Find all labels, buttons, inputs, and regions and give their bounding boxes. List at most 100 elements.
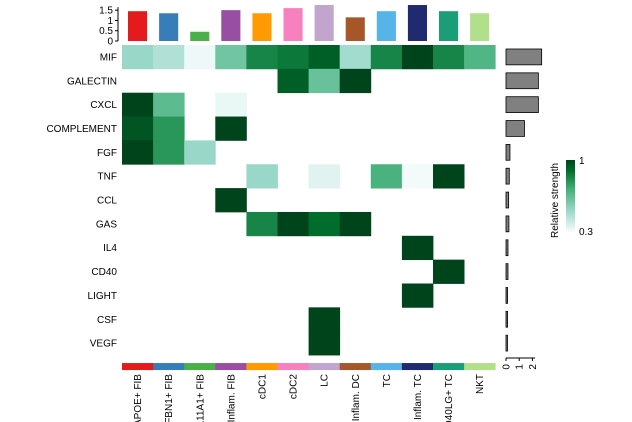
row-label: TNF: [98, 172, 117, 183]
heatmap-cell: [277, 211, 309, 237]
column-label: TC: [382, 374, 393, 387]
legend-min-label: 0.3: [579, 227, 593, 238]
heatmap-cell: [215, 188, 247, 213]
row-label: CD40: [91, 267, 117, 278]
row-label: VEGF: [90, 339, 117, 350]
right-bar: [505, 191, 510, 209]
row-label: MIF: [100, 52, 117, 63]
row-label: CXCL: [90, 100, 117, 111]
heatmap-cell: [401, 283, 434, 308]
heatmap-cell: [184, 140, 216, 165]
right-bar: [505, 287, 508, 304]
right-bar: [505, 239, 509, 257]
heatmap-cell: [246, 45, 278, 70]
heatmap-cell: [308, 68, 341, 94]
heatmap-cells: [122, 45, 496, 356]
top-bar: [128, 11, 148, 42]
right-bar: [505, 72, 539, 90]
column-annotation-cell: [153, 363, 185, 371]
heatmap-cell: [153, 45, 185, 70]
color-legend: 1 0.3 Relative strength: [550, 156, 593, 238]
column-annotation-cell: [339, 363, 372, 371]
top-bar: [159, 13, 179, 41]
right-bar: [505, 120, 525, 137]
column-label: cDC2: [289, 374, 300, 399]
heatmap-cell: [401, 164, 434, 189]
column-annotation-cell: [246, 363, 278, 371]
column-annotation-cell: [464, 363, 496, 371]
top-bar: [345, 17, 365, 41]
heatmap-cell: [370, 45, 403, 70]
column-label: CD40LG+ TC: [444, 374, 455, 422]
column-annotation-cell: [433, 363, 465, 371]
heatmap-cell: [122, 140, 154, 165]
top-bar: [314, 5, 334, 42]
heatmap-cell: [339, 45, 372, 70]
heatmap-cell: [464, 45, 496, 70]
legend-title: Relative strength: [550, 163, 561, 238]
top-bar: [439, 11, 459, 42]
heatmap-cell: [401, 45, 434, 70]
heatmap-cell: [308, 307, 341, 332]
column-annotation-cell: [401, 363, 434, 371]
column-annotation-bar: [122, 363, 496, 371]
heatmap-cell: [339, 68, 372, 94]
heatmap-cell: [122, 92, 154, 117]
right-bar: [505, 310, 508, 328]
right-bar-tick-label: 1: [515, 364, 526, 370]
column-label: Inflam. FIB: [226, 374, 237, 422]
right-bar-tick-label: 2: [528, 364, 539, 370]
row-labels: MIF GALECTIN CXCL COMPLEMENT FGF TNF CCL GAS IL4…: [46, 52, 117, 349]
column-annotation-cell: [122, 363, 154, 371]
heatmap-cell: [277, 45, 309, 70]
row-label: LIGHT: [88, 291, 117, 302]
row-label: IL4: [103, 243, 117, 254]
column-label: FBN1+ FIB: [164, 374, 175, 422]
heatmap-cell: [215, 116, 247, 141]
column-annotation-cell: [184, 363, 216, 371]
heatmap-cell: [401, 235, 434, 261]
column-labels: APOE+ FIB FBN1+ FIB COL11A1+ FIB Inflam. FI…: [133, 374, 486, 422]
top-bar: [376, 11, 396, 42]
column-annotation-cell: [215, 363, 247, 371]
heatmap-cell: [433, 164, 465, 189]
top-bar-tick-label: 0.5: [99, 26, 113, 37]
legend-colorbar: [566, 160, 575, 232]
heatmap-cell: [433, 45, 465, 70]
right-bar: [505, 48, 543, 66]
row-label: GAS: [96, 219, 117, 230]
heatmap-cell: [433, 259, 465, 284]
heatmap-cell: [215, 45, 247, 70]
row-label: CSF: [97, 315, 117, 326]
column-label: LC: [320, 374, 331, 387]
heatmap-cell: [184, 45, 216, 70]
column-label: Inflam. DC: [351, 374, 362, 421]
top-bar-tick-label: 1: [107, 16, 113, 27]
heatmap-cell: [277, 68, 309, 94]
right-bar: [505, 96, 539, 113]
heatmap-cell: [246, 164, 278, 189]
column-annotation-cell: [277, 363, 309, 371]
legend-max-label: 1: [579, 156, 585, 167]
column-label: APOE+ FIB: [133, 374, 144, 422]
column-label: cDC1: [257, 374, 268, 399]
heatmap-cell: [153, 116, 185, 141]
heatmap-cell: [308, 211, 341, 237]
row-label: FGF: [97, 148, 117, 159]
heatmap-cell: [153, 92, 185, 117]
heatmap-cell: [153, 140, 185, 165]
top-bar-chart: 00.511.5: [99, 5, 490, 48]
right-bar: [505, 167, 510, 185]
right-bar: [505, 143, 511, 161]
column-label: COL11A1+ FIB: [195, 374, 206, 422]
heatmap-cell: [122, 45, 154, 70]
column-annotation-cell: [308, 363, 341, 371]
column-label: NKT: [475, 374, 486, 394]
top-bar: [190, 31, 210, 41]
heatmap-cell: [339, 211, 372, 237]
heatmap-cell: [370, 164, 403, 189]
top-bar-tick-label: 1.5: [99, 6, 113, 17]
heatmap-cell: [308, 331, 341, 356]
heatmap-cell: [246, 211, 278, 237]
